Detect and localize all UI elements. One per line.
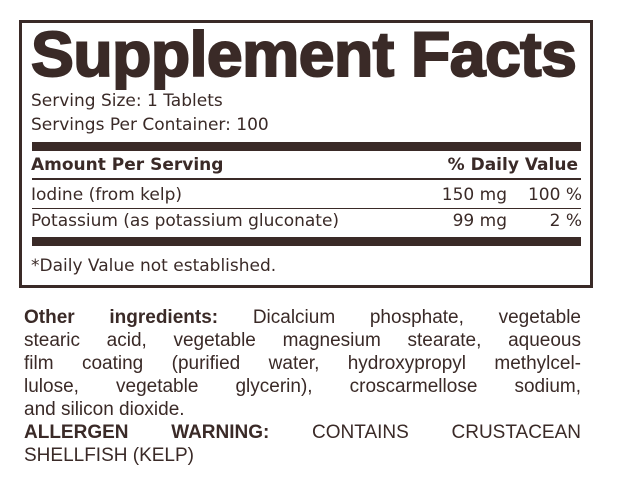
nutrient-name: Potassium (as potassium gluconate) xyxy=(31,211,340,231)
other-ingredients-label: Other ingredients: xyxy=(24,307,219,328)
ingredients-line: stearic acid, vegetable magnesium steara… xyxy=(24,330,581,351)
ingredients-line: lulose, vegetable glycerin), croscarmell… xyxy=(24,376,581,397)
nutrient-dv: 100 % xyxy=(527,185,582,205)
divider xyxy=(32,178,581,180)
thick-divider xyxy=(32,142,581,151)
allergen-line: CONTAINS CRUSTACEAN xyxy=(269,422,581,443)
allergen-label: ALLERGEN WARNING: xyxy=(24,422,270,443)
allergen-line: SHELLFISH (KELP) xyxy=(24,445,194,466)
daily-value-header: % Daily Value xyxy=(447,155,578,175)
thick-divider xyxy=(32,237,581,246)
ingredients-line: film coating (purified water, hydroxypro… xyxy=(24,353,581,374)
nutrient-name: Iodine (from kelp) xyxy=(31,185,183,205)
divider xyxy=(32,208,581,209)
amount-header: Amount Per Serving xyxy=(31,155,224,175)
servings-per-container: Servings Per Container: 100 xyxy=(31,115,269,135)
nutrient-dv: 2 % xyxy=(549,211,582,231)
serving-size: Serving Size: 1 Tablets xyxy=(31,91,223,111)
footnote: *Daily Value not established. xyxy=(31,256,277,276)
nutrient-amount: 150 mg xyxy=(441,185,507,205)
other-ingredients: Other ingredients: Dicalcium phosphate, … xyxy=(24,306,581,467)
supplement-facts-panel: Supplement Facts Serving Size: 1 Tablets… xyxy=(19,19,593,288)
panel-title: Supplement Facts xyxy=(30,19,578,91)
ingredients-line: and silicon dioxide. xyxy=(24,399,185,420)
ingredients-line: Dicalcium phosphate, vegetable xyxy=(218,307,581,328)
nutrient-amount: 99 mg xyxy=(452,211,507,231)
